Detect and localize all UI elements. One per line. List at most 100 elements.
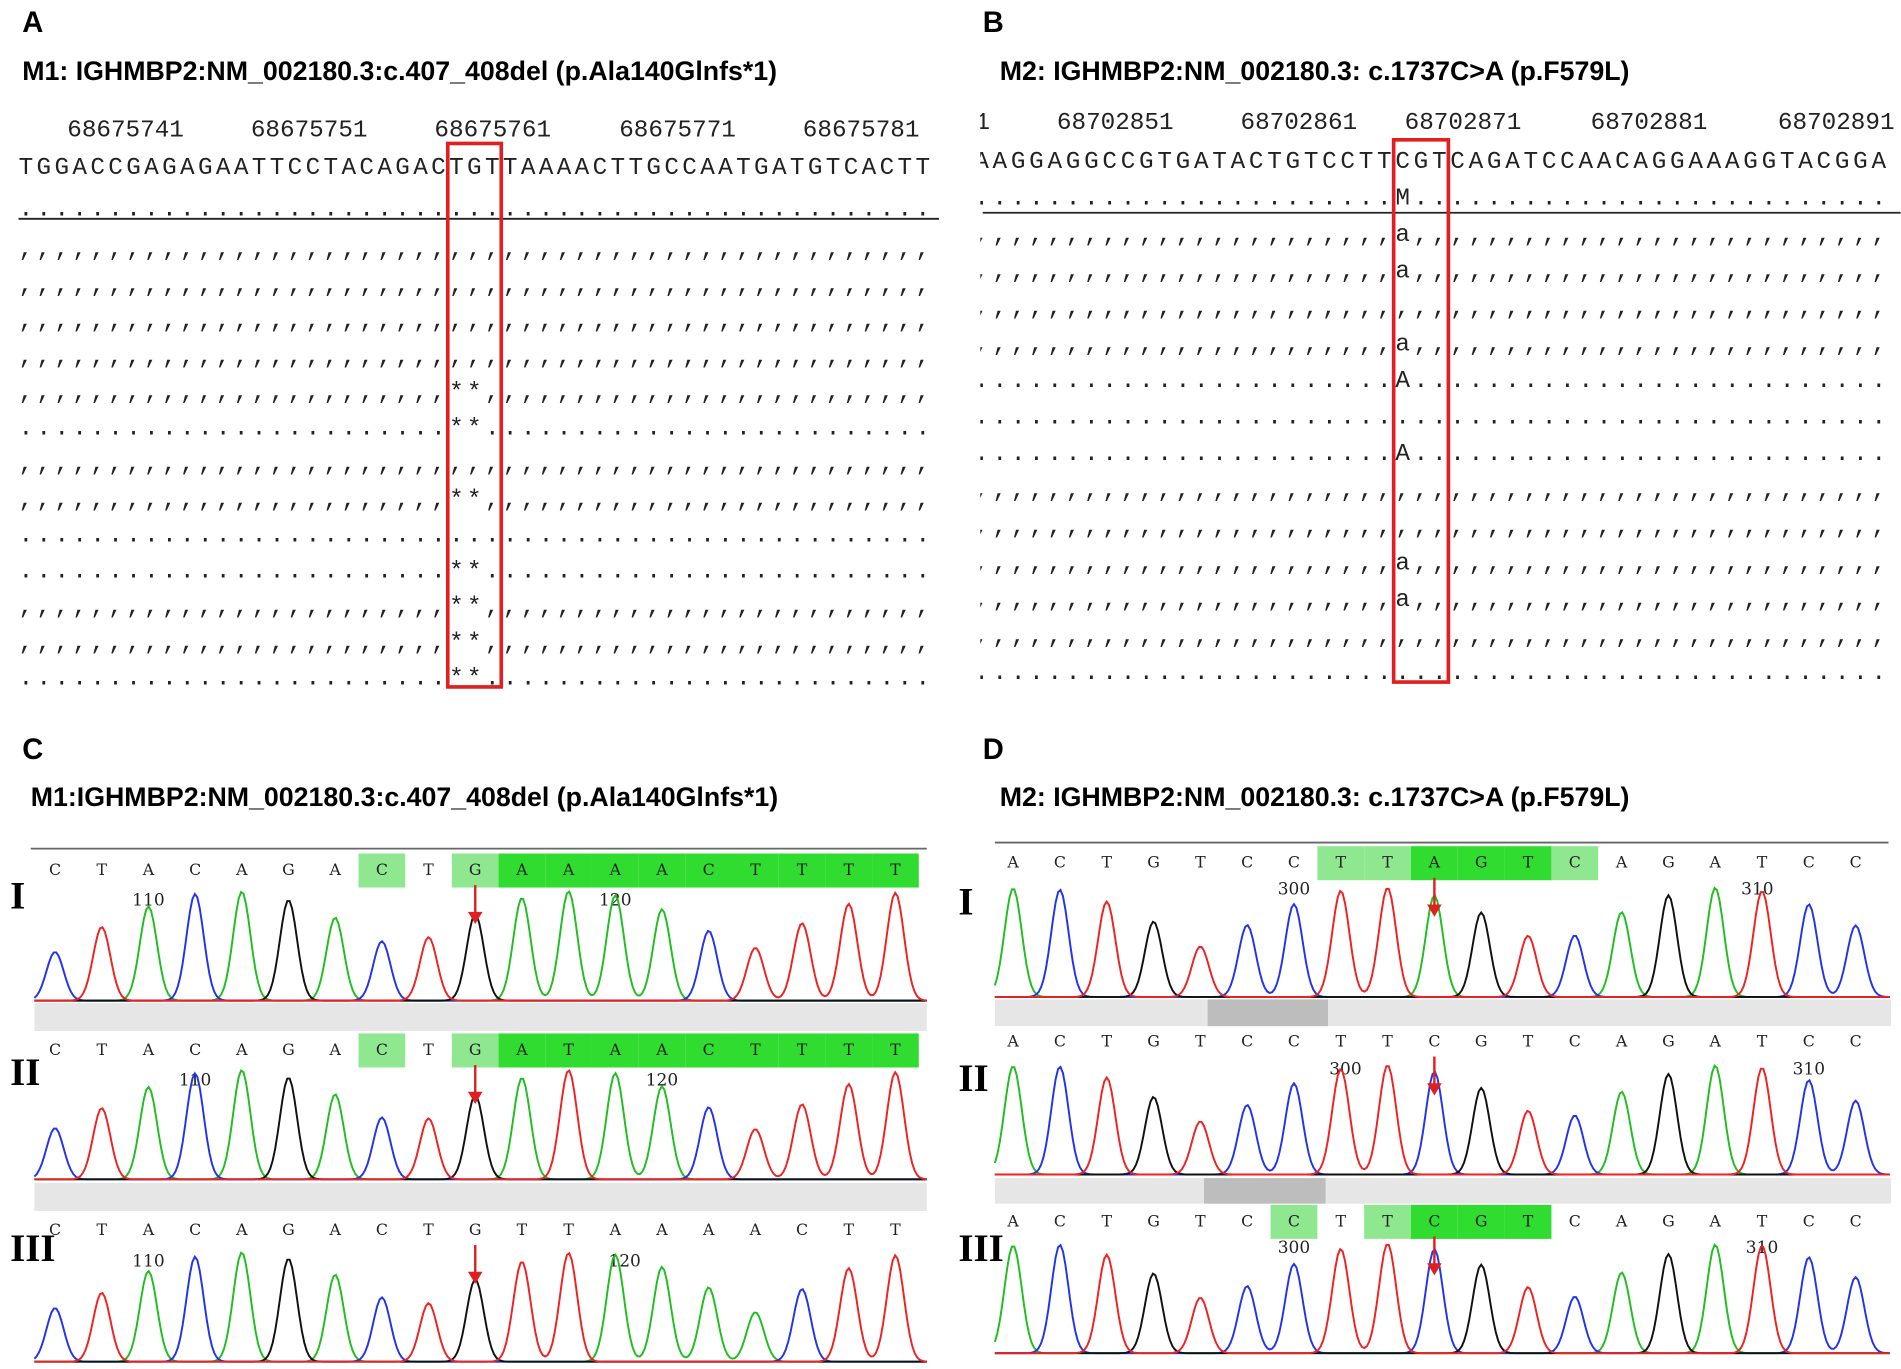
alignment: 68675741 68675751 68675761 68675771 68675781… [19,118,930,693]
base-letter: A [655,1220,668,1239]
base-highlight [685,853,733,888]
base-letter: T [1195,1031,1206,1050]
base-highlight [1317,846,1365,881]
base-letter: G [1475,1031,1488,1050]
quality-bar-dark [1203,1178,1326,1204]
base-highlight [1551,846,1599,881]
base-letter: C [1850,1211,1862,1230]
base-letter: T [1382,1031,1393,1050]
read-row: .......................A................… [974,441,1886,468]
base-letter: A [702,1220,715,1239]
base-letter: T [563,1040,574,1059]
base-letter: C [1054,853,1066,872]
read-row: ,,,,,,,,,,,,,,,,,,,,,,,,,,,,,,,,,,,,,,,,… [974,623,1886,650]
base-letter: C [1241,1031,1253,1050]
base-letter: A [235,1040,248,1059]
read-row: ,,,,,,,,,,,,,,,,,,,,,,,,,,,,,,,,,,,,,,,,… [19,237,930,264]
read-row: ,,,,,,,,,,,,,,,,,,,,,,,,,,,,,,,,,,,,,,,,… [19,344,930,371]
base-letter: T [1523,1031,1534,1050]
base-letter: T [750,1040,761,1059]
read-row: ,,,,,,,,,,,,,,,,,,,,,,,,**,,,,,,,,,,,,,,… [19,594,930,621]
read-row: ,,,,,,,,,,,,,,,,,,,,,,,,**,,,,,,,,,,,,,,… [19,487,930,514]
base-letter: C [1428,1031,1440,1050]
base-letter: A [328,860,341,879]
quality-bar [994,999,1891,1027]
base-letter: T [1101,1031,1112,1050]
base-letter: C [1850,853,1862,872]
base-letter: C [1288,1211,1300,1230]
trace-T [994,887,1890,998]
row-label: III [10,1227,55,1270]
read-row: ........................**..............… [19,558,930,585]
base-highlight [638,853,686,888]
base-letter: G [469,1040,482,1059]
position-number: 300 [1278,879,1310,899]
base-letter: G [1147,1211,1160,1230]
base-letter: G [1662,1031,1675,1050]
panel-label: B [983,7,1004,39]
read-row: ,,,,,,,,,,,,,,,,,,,,,,,a,,,,,,,,,,,,,,,,… [974,550,1886,577]
arrow-head [1427,1263,1442,1276]
base-highlight [1457,1204,1505,1239]
base-letter: A [655,860,668,879]
base-letter: C [1850,1031,1862,1050]
base-letter: T [843,860,854,879]
base-letter: C [703,860,715,879]
trace-T [994,1243,1890,1355]
reference-sequence: AAGGAGGCCGTGATACTGTCCTTCGTCAGATCCAACAGGA… [974,149,1886,176]
base-letter: A [142,1040,155,1059]
base-highlight [498,1033,546,1068]
base-letter: T [797,860,808,879]
base-letter: A [1006,1031,1019,1050]
panel-label: D [983,734,1004,766]
trace-T [34,890,927,1002]
base-letter: C [796,1220,808,1239]
base-highlight [1504,1204,1552,1239]
base-highlight [1504,846,1552,881]
base-letter: C [1054,1031,1066,1050]
row-label: II [10,1051,40,1094]
base-letter: C [1569,853,1581,872]
base-letter: A [1615,853,1628,872]
base-letter: T [1336,853,1347,872]
base-highlight [498,853,546,888]
base-letter: G [1475,1211,1488,1230]
base-letter: G [1147,1031,1160,1050]
arrow-head [467,911,483,925]
base-highlight [778,1033,826,1068]
base-letter: A [1709,1031,1722,1050]
base-letter: T [1336,1211,1347,1230]
base-letter: T [1195,1211,1206,1230]
base-letter: C [1288,853,1300,872]
arrow-head [1427,904,1442,917]
base-letter: A [1615,1031,1628,1050]
base-letter: A [1615,1211,1628,1230]
position-label: 68702881 [1591,110,1708,137]
base-letter: T [1757,853,1768,872]
base-letter: C [1569,1031,1581,1050]
base-letter: C [703,1040,715,1059]
base-highlight [872,853,919,888]
base-letter: T [750,860,761,879]
base-highlight [732,1033,779,1068]
quality-bar [994,1178,1891,1204]
base-letter: T [843,1220,854,1239]
position-number: 110 [132,1252,164,1272]
base-letter: T [1382,853,1393,872]
panel-title: M1:IGHMBP2:NM_002180.3:c.407_408del (p.A… [31,782,778,812]
base-letter: T [1523,1211,1534,1230]
base-letter: A [1709,853,1722,872]
base-highlight [451,1033,499,1068]
base-letter: A [328,1220,341,1239]
base-letter: C [1428,1211,1440,1230]
base-highlight [825,1033,873,1068]
base-highlight [1364,1204,1411,1239]
trace-T [34,1069,927,1181]
row-label: I [10,875,25,918]
base-highlight [1410,846,1458,881]
base-letter: A [1006,1211,1019,1230]
base-letter: C [49,860,61,879]
arrow-head [467,1091,483,1104]
position-number: 110 [179,1070,211,1090]
position-label: 68675761 [434,118,551,145]
